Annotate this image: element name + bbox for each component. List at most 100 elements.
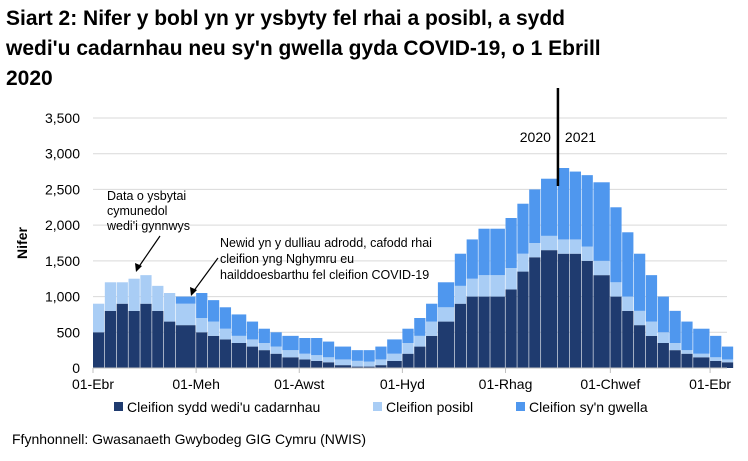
bar-suspected	[164, 293, 176, 322]
y-tick-label: 3,500	[45, 110, 80, 126]
bar-suspected	[517, 253, 529, 272]
bar-confirmed	[93, 332, 105, 368]
bar-confirmed	[175, 325, 196, 368]
bar-suspected	[140, 275, 152, 304]
bar-confirmed	[334, 365, 352, 368]
annotation-reclassification: hailddoesbarthu fel cleifion COVID-19	[220, 268, 429, 282]
bar-suspected	[610, 282, 622, 297]
bar-recovering	[541, 178, 558, 236]
x-tick-label: 01-Chwef	[580, 376, 640, 392]
bar-confirmed	[466, 296, 478, 368]
bar-confirmed	[569, 253, 582, 368]
y-axis-label: Nifer	[14, 227, 30, 259]
bar-confirmed	[710, 360, 722, 368]
bar-confirmed	[414, 346, 426, 368]
bar-confirmed	[478, 296, 490, 368]
bar-suspected	[505, 268, 517, 290]
y-tick-label: 3,000	[45, 146, 80, 162]
bar-recovering	[557, 168, 570, 240]
bar-confirmed	[593, 275, 610, 368]
bar-recovering	[710, 335, 722, 358]
bar-suspected	[681, 350, 693, 354]
bar-confirmed	[246, 346, 259, 368]
bar-confirmed	[505, 289, 517, 368]
bar-recovering	[270, 332, 282, 347]
bar-recovering	[610, 207, 622, 283]
bar-confirmed	[645, 335, 658, 368]
bar-suspected	[387, 353, 402, 361]
bar-recovering	[622, 232, 634, 297]
bar-suspected	[322, 357, 335, 363]
bar-confirmed	[657, 343, 669, 368]
bar-suspected	[246, 339, 259, 347]
bar-recovering	[299, 338, 311, 354]
bar-confirmed	[196, 332, 208, 368]
arrow-head-icon	[135, 263, 142, 272]
bar-recovering	[258, 328, 270, 343]
bar-suspected	[478, 275, 490, 297]
bar-suspected	[657, 332, 669, 343]
bar-confirmed	[437, 321, 455, 368]
bar-suspected	[363, 361, 375, 367]
bar-recovering	[311, 338, 323, 356]
bar-suspected	[152, 285, 164, 311]
bar-recovering	[363, 350, 375, 362]
bar-suspected	[593, 260, 610, 276]
bar-suspected	[402, 343, 414, 354]
bar-confirmed	[454, 303, 467, 368]
annotation-reclassification: Newid yn y dulliau adrodd, cafodd rhai	[220, 236, 432, 250]
source-note: Ffynhonnell: Gwasanaeth Gwybodeg GIG Cym…	[12, 431, 367, 447]
bar-confirmed	[299, 359, 311, 368]
bar-recovering	[669, 310, 681, 343]
y-tick-label: 2,500	[45, 181, 80, 197]
bar-suspected	[466, 278, 478, 297]
bar-recovering	[681, 321, 693, 351]
bar-confirmed	[402, 353, 414, 368]
bar-suspected	[645, 321, 658, 336]
bar-confirmed	[351, 366, 363, 368]
bar-recovering	[219, 307, 232, 329]
bar-confirmed	[541, 250, 558, 368]
bar-suspected	[128, 278, 140, 311]
bar-confirmed	[581, 260, 593, 368]
bar-suspected	[634, 310, 646, 326]
bar-suspected	[93, 303, 105, 333]
bar-suspected	[414, 335, 426, 347]
bar-recovering	[282, 335, 299, 351]
bar-recovering	[351, 350, 363, 361]
bar-recovering	[375, 346, 387, 360]
bar-confirmed	[363, 366, 375, 368]
legend-swatch	[516, 402, 525, 411]
bar-recovering	[478, 228, 490, 276]
bar-suspected	[207, 321, 220, 336]
y-tick-label: 1,000	[45, 289, 80, 305]
bar-recovering	[175, 296, 196, 304]
bar-confirmed	[557, 253, 570, 368]
bar-confirmed	[669, 350, 681, 368]
bar-confirmed	[721, 362, 734, 368]
bar-suspected	[196, 318, 208, 333]
y-tick-label: 0	[72, 360, 80, 376]
y-tick-label: 1,500	[45, 253, 80, 269]
bar-confirmed	[426, 335, 438, 368]
x-tick-label: 01-Ebr	[689, 376, 731, 392]
bar-recovering	[569, 171, 582, 240]
divider-label-2020: 2020	[520, 129, 551, 145]
bar-suspected	[426, 321, 438, 336]
bar-recovering	[207, 300, 220, 322]
bar-recovering	[490, 228, 505, 276]
bar-confirmed	[164, 321, 176, 368]
bar-recovering	[387, 339, 402, 354]
bar-suspected	[622, 296, 634, 311]
bar-suspected	[375, 359, 387, 366]
bar-confirmed	[258, 350, 270, 368]
annotation-arrow	[192, 257, 219, 293]
bar-confirmed	[681, 353, 693, 368]
x-tick-label: 01-Awst	[274, 376, 324, 392]
bar-recovering	[322, 341, 335, 358]
bar-suspected	[311, 355, 323, 361]
bar-recovering	[645, 275, 658, 322]
bar-confirmed	[104, 310, 117, 368]
legend-swatch	[373, 402, 382, 411]
